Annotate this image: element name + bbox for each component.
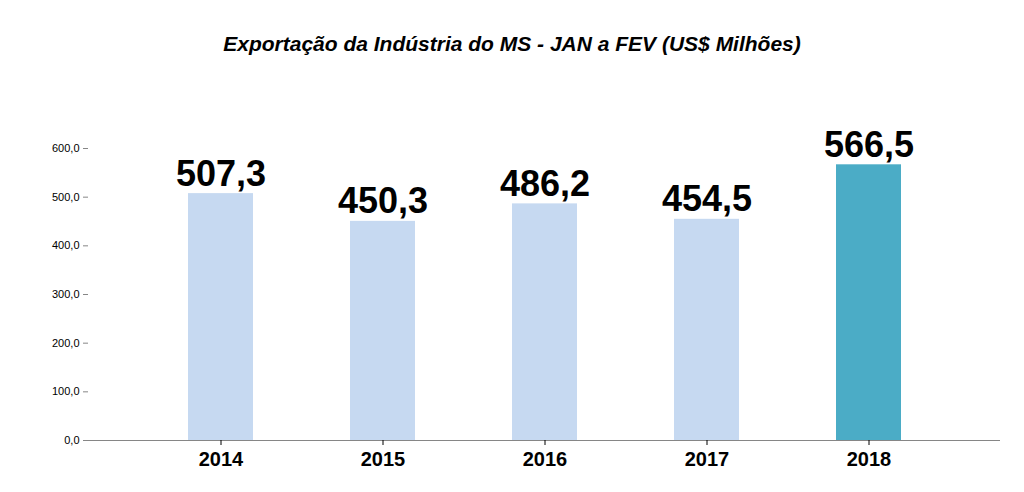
- svg-text:500,0: 500,0: [52, 191, 80, 203]
- svg-text:507,3: 507,3: [176, 153, 266, 194]
- svg-text:454,5: 454,5: [662, 178, 752, 219]
- svg-text:2018: 2018: [847, 448, 892, 470]
- svg-text:486,2: 486,2: [500, 163, 590, 204]
- svg-text:600,0: 600,0: [52, 142, 80, 154]
- svg-text:0,0: 0,0: [64, 434, 79, 446]
- svg-text:2017: 2017: [685, 448, 730, 470]
- svg-text:100,0: 100,0: [52, 385, 80, 397]
- svg-text:450,3: 450,3: [338, 180, 428, 221]
- svg-text:200,0: 200,0: [52, 337, 80, 349]
- svg-text:2016: 2016: [523, 448, 568, 470]
- html-text:Exportação da Indústria do MS: Exportação da Indústria do MS - JAN a FE…: [223, 32, 801, 55]
- svg-text:2014: 2014: [199, 448, 244, 470]
- svg-text:2015: 2015: [361, 448, 406, 470]
- svg-text:400,0: 400,0: [52, 239, 80, 251]
- svg-text:566,5: 566,5: [824, 124, 914, 165]
- svg-text:300,0: 300,0: [52, 288, 80, 300]
